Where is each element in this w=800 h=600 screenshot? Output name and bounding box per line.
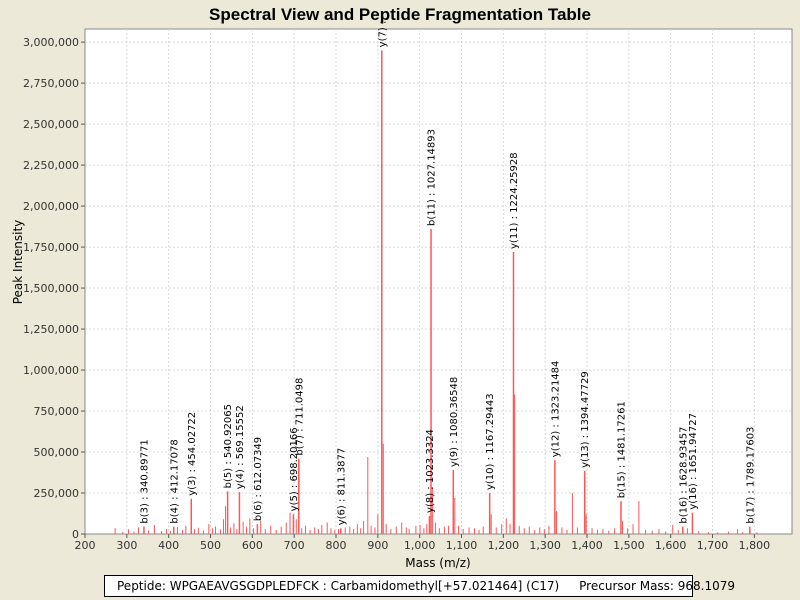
peak-label: y(5) : 698.20166 xyxy=(289,427,300,511)
y-tick-label: 250,000 xyxy=(34,487,80,500)
peak-label: y(16) : 1651.94727 xyxy=(688,413,699,510)
y-tick-label: 1,000,000 xyxy=(23,364,79,377)
x-tick-label: 500 xyxy=(200,539,221,552)
peak-label: b(16) : 1628.93457 xyxy=(678,427,689,524)
x-tick-label: 800 xyxy=(326,539,347,552)
x-tick-label: 600 xyxy=(242,539,263,552)
y-tick-label: 750,000 xyxy=(34,405,80,418)
peak-label: b(5) : 540.92065 xyxy=(223,404,234,488)
y-axis: 0 250,000 500,000 750,000 1,000,000 1,250,000… xyxy=(23,36,85,541)
x-axis-title: Mass (m/z) xyxy=(405,556,470,570)
plot-area xyxy=(84,28,793,535)
y-tick-label: 2,750,000 xyxy=(23,77,79,90)
x-tick-label: 1,000 xyxy=(404,539,436,552)
precursor-mass-label: Precursor Mass: 968.1079 xyxy=(579,579,736,593)
x-tick-label: 200 xyxy=(75,539,96,552)
y-tick-label: 1,750,000 xyxy=(23,241,79,254)
x-tick-label: 700 xyxy=(284,539,305,552)
peak-label: y(4) : 569.15552 xyxy=(235,405,246,489)
y-tick-label: 0 xyxy=(72,528,79,541)
chart-title: Spectral View and Peptide Fragmentation … xyxy=(209,5,591,24)
peak-label: y(10) : 1167.29443 xyxy=(485,393,496,490)
peak-label: y(8) : 1023.3324 xyxy=(425,429,436,513)
peak-label: b(17) : 1789.17603 xyxy=(745,427,756,524)
peak-label: y(7) : xyxy=(377,21,388,48)
peak-label: b(6) : 612.07349 xyxy=(253,437,264,521)
x-axis: 200 300 400 500 600 700 800 900 1,000 1,100 1,200 1… xyxy=(75,534,771,552)
peak-label: b(15) : 1481.17261 xyxy=(616,401,627,498)
x-tick-label: 1,200 xyxy=(488,539,520,552)
peak-label: b(3) : 340.89771 xyxy=(139,439,150,523)
x-tick-label: 1,800 xyxy=(739,539,771,552)
peak-label: b(4) : 412.17078 xyxy=(169,439,180,523)
peptide-label: Peptide: WPGAEAVGSGDPLEDFCK : Carbamidom… xyxy=(117,579,560,593)
y-tick-label: 1,250,000 xyxy=(23,323,79,336)
y-tick-label: 500,000 xyxy=(34,446,80,459)
x-tick-label: 400 xyxy=(158,539,179,552)
x-tick-label: 1,600 xyxy=(655,539,687,552)
peak-annotations: b(3) : 340.89771 b(4) : 412.17078 y(3) : 4… xyxy=(139,21,756,526)
y-tick-label: 3,000,000 xyxy=(23,36,79,49)
x-tick-label: 1,300 xyxy=(529,539,561,552)
y-tick-label: 2,500,000 xyxy=(23,118,79,131)
peak-label: b(11) : 1027.14893 xyxy=(427,129,438,226)
x-tick-label: 1,400 xyxy=(571,539,603,552)
x-tick-label: 1,500 xyxy=(613,539,645,552)
peak-label: y(12) : 1323.21484 xyxy=(550,361,561,458)
peak-label: y(6) : 811.3877 xyxy=(336,448,347,526)
x-tick-label: 900 xyxy=(367,539,388,552)
y-axis-title: Peak Intensity xyxy=(11,220,25,305)
grid-lines xyxy=(85,29,792,534)
peptide-info-box: Peptide: WPGAEAVGSGDPLEDFCK : Carbamidom… xyxy=(104,575,735,597)
y-tick-label: 1,500,000 xyxy=(23,282,79,295)
peak-series xyxy=(114,50,758,534)
x-tick-label: 1,100 xyxy=(446,539,478,552)
y-tick-label: 2,250,000 xyxy=(23,159,79,172)
x-tick-label: 300 xyxy=(116,539,137,552)
peak-label: y(11) : 1224.25928 xyxy=(509,152,520,249)
peak-label: y(3) : 454.02722 xyxy=(187,412,198,496)
peak-label: y(13) : 1394.47729 xyxy=(580,371,591,468)
y-tick-label: 2,000,000 xyxy=(23,200,79,213)
x-tick-label: 1,700 xyxy=(697,539,729,552)
peak-label: y(9) : 1080.36548 xyxy=(449,377,460,467)
peak-label: b(7) : 711.0498 xyxy=(294,378,305,456)
